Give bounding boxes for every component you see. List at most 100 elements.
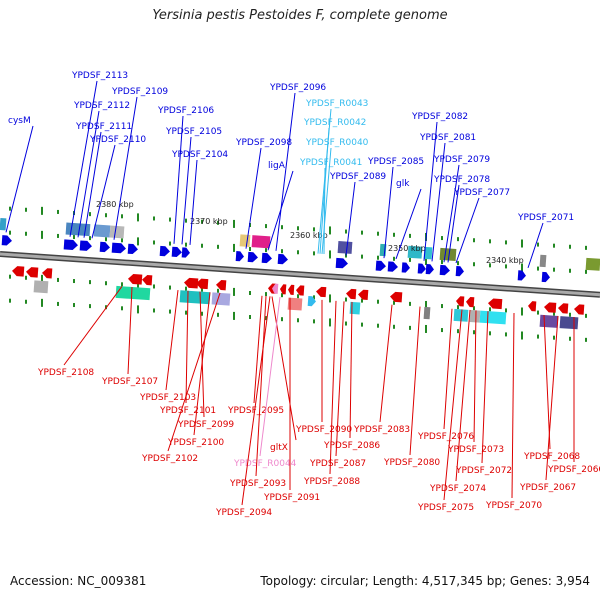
forward-gene-label: YPDSF_2106 [157, 106, 214, 116]
forward-gene-label: cysM [8, 116, 31, 126]
reverse-label-leader [443, 308, 453, 430]
reverse-gene-arrow [488, 298, 503, 310]
forward-gene-arrow [127, 243, 138, 255]
tick-mark [217, 288, 219, 293]
reverse-label-leader [165, 290, 179, 391]
tick-mark [9, 274, 11, 279]
reverse-gene-arrow [128, 274, 143, 285]
tick-mark [185, 242, 187, 247]
reverse-gene-arrow [184, 277, 199, 289]
forward-gene-label: YPDSF_2085 [367, 157, 424, 167]
gene-context-block [479, 310, 507, 325]
tick-mark [393, 256, 395, 261]
tick-mark [473, 306, 475, 311]
tick-mark [233, 311, 235, 320]
scale-label: 2340 kbp [486, 256, 524, 265]
tick-mark [585, 337, 587, 342]
forward-gene-label: YPDSF_2113 [71, 71, 128, 81]
reverse-gene-label: YPDSF_2102 [141, 454, 198, 464]
forward-gene-arrow [181, 247, 190, 258]
forward-label-leader [173, 115, 184, 244]
reverse-label-leader [259, 296, 281, 457]
reverse-label-leader [511, 312, 515, 499]
reverse-gene-label: YPDSF_2087 [309, 459, 366, 469]
tick-mark [537, 310, 539, 315]
gene-context-block [179, 290, 211, 305]
forward-gene-label: YPDSF_2078 [433, 175, 490, 185]
reverse-gene-label: YPDSF_2107 [101, 377, 158, 387]
tick-mark [281, 317, 283, 322]
tick-mark [537, 334, 539, 339]
tick-mark [41, 274, 43, 283]
tick-mark [441, 260, 443, 265]
reverse-gene-arrow [288, 284, 295, 295]
tick-mark [89, 304, 91, 309]
tick-mark [185, 218, 187, 223]
gene-context-block [585, 257, 600, 271]
tick-mark [41, 206, 43, 215]
gene-context-block [539, 254, 547, 268]
tick-mark [185, 286, 187, 291]
tick-mark [153, 284, 155, 289]
forward-label-leader [443, 164, 460, 263]
reverse-gene-label: YPDSF_2101 [159, 406, 216, 416]
reverse-gene-arrow [196, 278, 209, 290]
forward-label-leader [91, 144, 116, 239]
forward-gene-label: YPDSF_2071 [517, 213, 574, 223]
gene-context-block [93, 224, 111, 238]
forward-gene-label: YPDSF_2089 [329, 172, 386, 182]
tick-mark [169, 241, 171, 246]
reverse-label-leader [379, 304, 393, 423]
tick-mark [569, 336, 571, 341]
tick-mark [441, 328, 443, 333]
tick-mark [329, 250, 331, 259]
tick-mark [569, 312, 571, 317]
forward-gene-label: YPDSF_2105 [165, 127, 222, 137]
tick-mark [137, 237, 139, 246]
tick-mark [553, 335, 555, 340]
reverse-label-leader [543, 314, 551, 450]
reverse-gene-arrow [216, 280, 227, 291]
reverse-gene-label: YPDSF_2066 [547, 465, 600, 475]
forward-label-leader [321, 147, 332, 254]
reverse-gene-label: YPDSF_2067 [519, 483, 576, 493]
tick-mark [553, 243, 555, 248]
tick-mark [169, 285, 171, 290]
tick-mark [249, 315, 251, 319]
forward-gene-arrow [541, 271, 550, 283]
tick-mark [409, 233, 411, 238]
tick-mark [473, 330, 475, 335]
forward-gene-arrow [159, 245, 170, 257]
tick-mark [361, 254, 363, 259]
forward-gene-label: YPDSF_2082 [411, 112, 468, 122]
tick-mark [201, 311, 203, 316]
genome-summary-text: Topology: circular; Length: 4,517,345 bp… [260, 574, 590, 588]
forward-gene-label: YPDSF_2077 [453, 188, 510, 198]
reverse-gene-arrow [42, 268, 53, 279]
forward-label-leader [181, 136, 192, 245]
tick-mark [169, 309, 171, 314]
tick-mark [169, 217, 171, 222]
tick-mark [425, 324, 427, 333]
tick-mark [473, 238, 475, 243]
reverse-label-leader [199, 291, 205, 418]
reverse-gene-label: YPDSF_2094 [215, 508, 272, 518]
tick-mark [441, 304, 443, 309]
tick-mark [457, 261, 459, 266]
tick-mark [441, 236, 443, 241]
tick-mark [473, 262, 475, 267]
forward-gene-label: YPDSF_R0040 [305, 138, 369, 148]
gene-context-block [559, 316, 579, 330]
tick-mark [569, 268, 571, 273]
tick-mark [297, 318, 299, 323]
gene-context-block [211, 292, 231, 306]
reverse-label-leader [473, 310, 477, 443]
tick-mark [153, 216, 155, 221]
tick-mark [553, 311, 555, 316]
reverse-gene-arrow [466, 296, 475, 308]
forward-label-leader [455, 197, 480, 264]
reverse-gene-label: YPDSF_2076 [417, 432, 474, 442]
tick-mark [329, 294, 331, 303]
gene-context-block [251, 235, 271, 249]
gene-context-block [423, 306, 431, 320]
